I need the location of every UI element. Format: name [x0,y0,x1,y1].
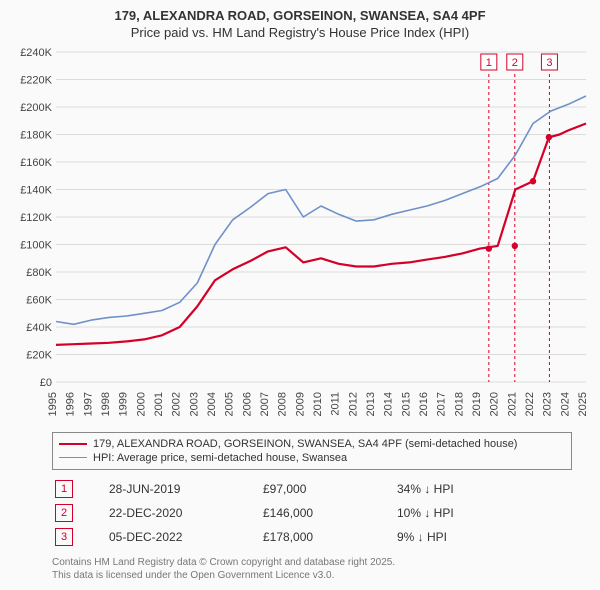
svg-text:£80K: £80K [26,267,52,279]
svg-text:1995: 1995 [47,392,59,416]
svg-text:£140K: £140K [20,184,52,196]
svg-text:2010: 2010 [312,392,324,416]
svg-text:3: 3 [546,57,552,69]
marker-date: 05-DEC-2022 [108,526,260,548]
legend-swatch [59,457,87,458]
title-line2: Price paid vs. HM Land Registry's House … [10,25,590,42]
svg-text:2019: 2019 [471,392,483,416]
legend: 179, ALEXANDRA ROAD, GORSEINON, SWANSEA,… [52,432,572,470]
marker-row: 3 05-DEC-2022£178,0009% ↓ HPI [54,526,518,548]
marker-delta: 34% ↓ HPI [396,478,518,500]
footer-line2: This data is licensed under the Open Gov… [52,569,590,582]
svg-text:1996: 1996 [65,392,77,416]
svg-text:£0: £0 [40,377,52,389]
marker-badge: 1 [55,480,73,498]
marker-price: £146,000 [262,502,394,524]
chart-area: £0 £20K £40K £60K £80K £100K £120K £140K £160K £1… [10,46,590,426]
svg-text:£220K: £220K [20,74,52,86]
marker-date: 28-JUN-2019 [108,478,260,500]
svg-text:1999: 1999 [118,392,130,416]
svg-text:2020: 2020 [489,392,501,416]
chart-title: 179, ALEXANDRA ROAD, GORSEINON, SWANSEA,… [10,8,590,42]
svg-text:£240K: £240K [20,47,52,59]
legend-swatch [59,443,87,445]
svg-text:2022: 2022 [524,392,536,416]
chart-svg: £0 £20K £40K £60K £80K £100K £120K £140K £160K £1… [10,46,590,426]
svg-text:£180K: £180K [20,129,52,141]
footer: Contains HM Land Registry data © Crown c… [52,556,590,582]
svg-text:2018: 2018 [453,392,465,416]
marker-row: 1 28-JUN-2019£97,00034% ↓ HPI [54,478,518,500]
svg-text:2009: 2009 [294,392,306,416]
svg-text:1998: 1998 [100,392,112,416]
marker-badge: 3 [55,528,73,546]
svg-text:2015: 2015 [400,392,412,416]
marker-price: £178,000 [262,526,394,548]
svg-text:2016: 2016 [418,392,430,416]
svg-text:2024: 2024 [559,392,571,416]
legend-row: HPI: Average price, semi-detached house,… [59,451,565,465]
marker-badge: 2 [55,504,73,522]
svg-text:2001: 2001 [153,392,165,416]
svg-text:£160K: £160K [20,157,52,169]
svg-text:2004: 2004 [206,392,218,416]
svg-text:2014: 2014 [383,392,395,416]
svg-text:£120K: £120K [20,212,52,224]
svg-text:2008: 2008 [277,392,289,416]
svg-text:2005: 2005 [224,392,236,416]
svg-text:2021: 2021 [506,392,518,416]
marker-price: £97,000 [262,478,394,500]
marker-delta: 9% ↓ HPI [396,526,518,548]
svg-text:2011: 2011 [330,392,342,416]
svg-text:2003: 2003 [188,392,200,416]
legend-label: 179, ALEXANDRA ROAD, GORSEINON, SWANSEA,… [93,438,517,450]
svg-text:2025: 2025 [577,392,589,416]
svg-text:2006: 2006 [241,392,253,416]
markers-table: 1 28-JUN-2019£97,00034% ↓ HPI 2 22-DEC-2020… [52,476,520,550]
legend-label: HPI: Average price, semi-detached house,… [93,452,347,464]
legend-row: 179, ALEXANDRA ROAD, GORSEINON, SWANSEA,… [59,437,565,451]
marker-delta: 10% ↓ HPI [396,502,518,524]
svg-text:2: 2 [512,57,518,69]
title-line1: 179, ALEXANDRA ROAD, GORSEINON, SWANSEA,… [10,8,590,25]
svg-text:2007: 2007 [259,392,271,416]
svg-text:£20K: £20K [26,349,52,361]
svg-text:2002: 2002 [171,392,183,416]
svg-text:£40K: £40K [26,322,52,334]
svg-text:2013: 2013 [365,392,377,416]
footer-line1: Contains HM Land Registry data © Crown c… [52,556,590,569]
svg-text:£100K: £100K [20,239,52,251]
svg-text:2017: 2017 [436,392,448,416]
svg-text:£200K: £200K [20,102,52,114]
svg-text:£60K: £60K [26,294,52,306]
svg-text:2012: 2012 [347,392,359,416]
marker-row: 2 22-DEC-2020£146,00010% ↓ HPI [54,502,518,524]
svg-text:1997: 1997 [82,392,94,416]
svg-text:1: 1 [486,57,492,69]
svg-text:2023: 2023 [542,392,554,416]
marker-date: 22-DEC-2020 [108,502,260,524]
svg-text:2000: 2000 [135,392,147,416]
